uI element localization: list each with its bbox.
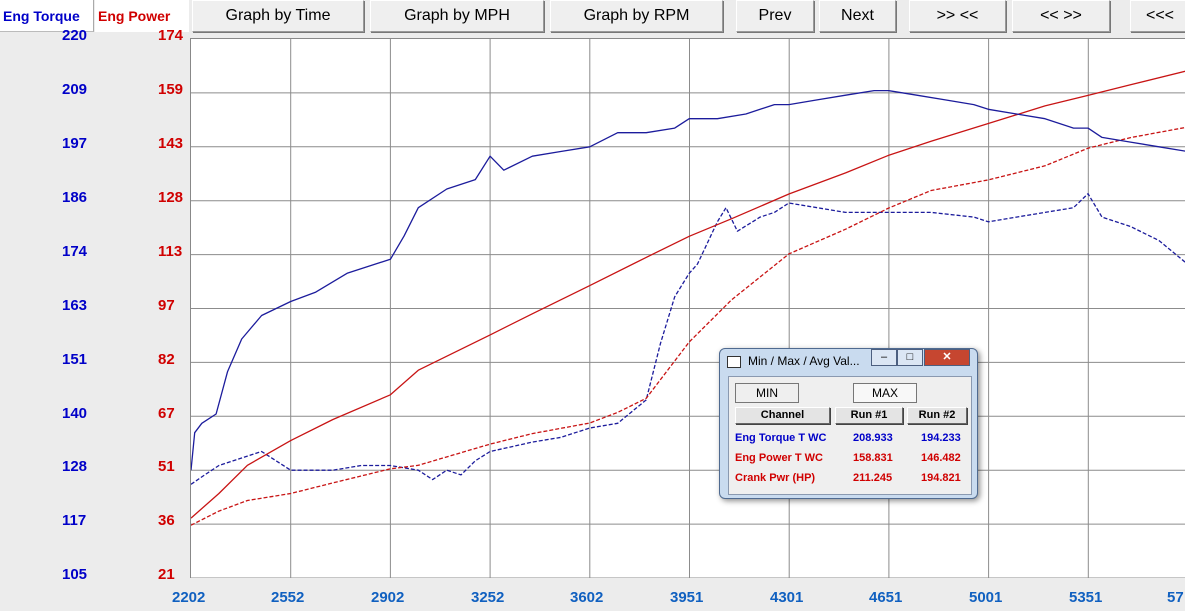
channel-name: Eng Torque T WC — [735, 432, 827, 444]
power-tick: 174 — [158, 27, 184, 44]
torque-tick: 140 — [62, 405, 88, 422]
next-button[interactable]: Next — [819, 0, 896, 32]
graph-by-time-button[interactable]: Graph by Time — [192, 0, 364, 32]
torque-tick: 197 — [62, 135, 88, 152]
channel-name: Eng Power T WC — [735, 452, 823, 464]
power-tick: 159 — [158, 81, 184, 98]
plot-area[interactable] — [190, 38, 1185, 579]
run1-value: 211.245 — [853, 472, 893, 484]
rpm-tick: 57 — [1167, 589, 1184, 606]
torque-tick: 209 — [62, 81, 88, 98]
channel-header[interactable]: Channel — [735, 407, 830, 424]
min-button[interactable]: MIN — [735, 383, 799, 403]
max-button[interactable]: MAX — [853, 383, 917, 403]
rpm-tick: 5351 — [1069, 589, 1103, 606]
rpm-tick: 3951 — [670, 589, 704, 606]
table-row: Crank Pwr (HP) 211.245 194.821 — [729, 472, 971, 488]
torque-tick: 117 — [62, 512, 87, 529]
graph-by-rpm-button[interactable]: Graph by RPM — [550, 0, 723, 32]
zoom-in-button[interactable]: >> << — [909, 0, 1006, 32]
window-icon — [727, 356, 741, 368]
torque-tick: 128 — [62, 458, 88, 475]
run2-header[interactable]: Run #2 — [907, 407, 967, 424]
power-tick: 36 — [158, 512, 175, 529]
rpm-tick: 2902 — [371, 589, 405, 606]
power-tick: 82 — [158, 351, 175, 368]
torque-tick: 163 — [62, 297, 88, 314]
rpm-tick: 5001 — [969, 589, 1003, 606]
torque-series-line-run2 — [190, 193, 1185, 485]
torque-tick: 174 — [62, 243, 88, 260]
torque-tick: 186 — [62, 189, 88, 206]
run1-header[interactable]: Run #1 — [835, 407, 903, 424]
prev-button[interactable]: Prev — [736, 0, 814, 32]
power-tick: 113 — [158, 243, 183, 260]
power-series-line-run1 — [190, 70, 1185, 519]
maximize-icon[interactable]: □ — [897, 349, 923, 366]
torque-tick: 105 — [62, 566, 88, 583]
run2-value: 194.233 — [921, 432, 961, 444]
torque-tick: 151 — [62, 351, 88, 368]
channel-name: Crank Pwr (HP) — [735, 472, 816, 484]
table-row: Eng Torque T WC 208.933 194.233 — [729, 432, 971, 448]
rpm-tick: 3252 — [471, 589, 505, 606]
window-title: Min / Max / Avg Val... — [748, 354, 860, 368]
window-body: MIN MAX Channel Run #1 Run #2 Eng Torque… — [728, 376, 972, 495]
rpm-tick: 2552 — [271, 589, 305, 606]
rpm-tick: 4301 — [770, 589, 804, 606]
close-icon[interactable]: ✕ — [924, 349, 970, 366]
rpm-tick: 2202 — [172, 589, 206, 606]
power-tick: 97 — [158, 297, 175, 314]
power-series-line-run2 — [190, 126, 1185, 526]
power-tick: 51 — [158, 458, 175, 475]
rpm-tick: 4651 — [869, 589, 903, 606]
plot-svg — [190, 39, 1185, 579]
power-tick: 143 — [158, 135, 184, 152]
table-row: Eng Power T WC 158.831 146.482 — [729, 452, 971, 468]
power-tick: 128 — [158, 189, 184, 206]
run2-value: 146.482 — [921, 452, 961, 464]
run1-value: 158.831 — [853, 452, 893, 464]
rpm-tick: 3602 — [570, 589, 604, 606]
run1-value: 208.933 — [853, 432, 893, 444]
minimize-icon[interactable]: – — [871, 349, 897, 366]
run2-value: 194.821 — [921, 472, 961, 484]
power-tick: 21 — [158, 566, 175, 583]
power-tick: 67 — [158, 405, 175, 422]
scroll-left-button[interactable]: <<< — [1130, 0, 1185, 32]
graph-by-mph-button[interactable]: Graph by MPH — [370, 0, 544, 32]
tab-eng-power[interactable]: Eng Power — [95, 0, 189, 32]
min-max-avg-window[interactable]: Min / Max / Avg Val... – □ ✕ MIN MAX Cha… — [719, 348, 978, 499]
tab-eng-torque[interactable]: Eng Torque — [0, 0, 94, 32]
torque-series-line-run1 — [190, 89, 1185, 471]
torque-tick: 220 — [62, 27, 88, 44]
zoom-out-button[interactable]: << >> — [1012, 0, 1110, 32]
